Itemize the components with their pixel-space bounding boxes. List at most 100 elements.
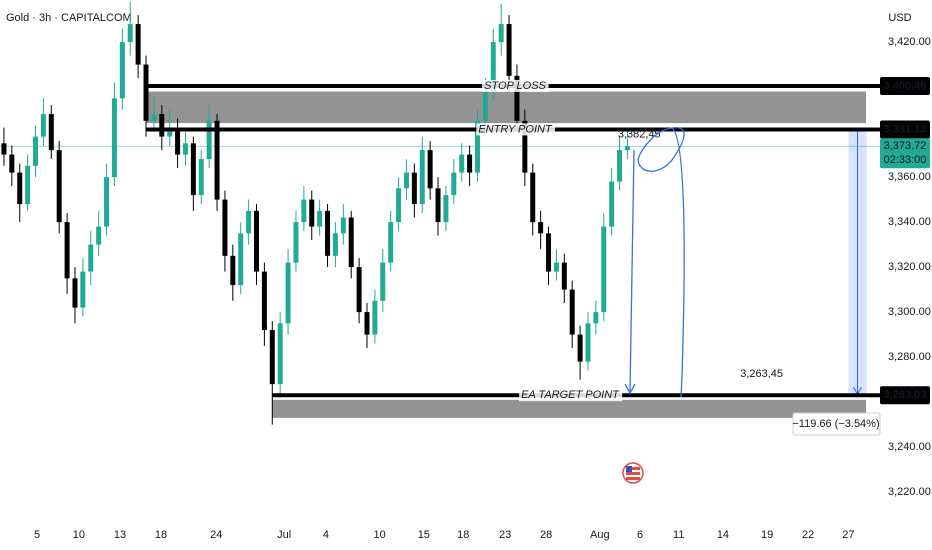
candle-body <box>285 262 291 324</box>
price-tag <box>880 386 930 405</box>
price-tag <box>880 120 930 139</box>
circle-scribble <box>637 127 685 172</box>
zone <box>146 91 866 124</box>
candle-body <box>380 262 386 301</box>
x-tick-label: 13 <box>114 529 126 541</box>
x-tick-label: 15 <box>418 529 430 541</box>
candle-body <box>498 24 504 43</box>
x-tick-label: 24 <box>210 529 222 541</box>
candle-body <box>1 143 7 155</box>
candle-body <box>577 334 583 362</box>
candle-body <box>206 120 212 160</box>
candle-body <box>459 154 465 173</box>
candle-body <box>561 262 567 290</box>
candle-body <box>175 127 181 155</box>
arrow-line <box>629 149 635 393</box>
x-tick-label: 4 <box>323 529 329 541</box>
annotation: 3,382,45 <box>618 128 661 140</box>
current-price-label: 3,373.72 <box>884 140 927 152</box>
level-name-bg <box>482 79 549 92</box>
candle-body <box>624 146 630 151</box>
candle-body <box>80 271 86 308</box>
candle-body <box>111 98 117 178</box>
candle-body <box>96 226 102 245</box>
y-tick-label: 3,360.00 <box>888 171 931 183</box>
price-tag-label: 3,400.46 <box>884 80 927 92</box>
candle-body <box>435 188 441 223</box>
candle-body <box>119 42 125 99</box>
candle-body <box>617 150 623 182</box>
x-tick-label: 19 <box>761 529 773 541</box>
curve-scribble <box>671 127 685 398</box>
arrow-head <box>624 383 636 395</box>
candle-body <box>506 24 512 76</box>
candle-body <box>48 114 54 151</box>
candle-body <box>238 233 244 286</box>
level-name-bg <box>476 123 555 136</box>
candle-body <box>40 114 46 137</box>
x-tick-label: 18 <box>155 529 167 541</box>
candle-body <box>246 210 252 234</box>
candle-body <box>277 323 283 385</box>
candle-body <box>451 172 457 196</box>
candle-body <box>167 127 173 137</box>
level-name: STOP LOSS <box>484 80 546 92</box>
x-tick-label: 11 <box>673 529 684 541</box>
x-tick-label: 10 <box>73 529 85 541</box>
x-tick-label: 14 <box>717 529 729 541</box>
candle-body <box>64 222 70 279</box>
x-tick-label: 18 <box>457 529 469 541</box>
candle-body <box>474 120 480 173</box>
level-name: ENTRY POINT <box>478 123 553 135</box>
candle-body <box>467 154 473 173</box>
candle-body <box>490 42 496 92</box>
candle-body <box>301 199 307 223</box>
price-tag-label: 3,263.03 <box>884 389 927 401</box>
candle-body <box>372 300 378 335</box>
measure-label: −119.66 (−3.54%) <box>792 418 879 430</box>
candle-body <box>135 24 141 65</box>
countdown-label: 02:33:00 <box>884 154 927 166</box>
candle-body <box>72 278 78 308</box>
candle-body <box>293 222 299 263</box>
candle-body <box>88 244 94 272</box>
x-tick-label: 22 <box>802 529 814 541</box>
candle-body <box>419 150 425 205</box>
candle-body <box>56 150 62 223</box>
candle-body <box>593 312 599 324</box>
x-tick-label: 28 <box>540 529 552 541</box>
candle-body <box>9 154 15 173</box>
measure-label-box <box>792 412 881 436</box>
price-tag <box>880 77 930 96</box>
candle-body <box>443 195 449 223</box>
candle-body <box>309 199 315 227</box>
candle-body <box>601 226 607 313</box>
candle-body <box>33 136 39 166</box>
x-tick-label: 27 <box>842 529 854 541</box>
level-name-bg <box>519 389 623 402</box>
candle-body <box>127 24 133 43</box>
candle-body <box>190 143 196 196</box>
zone <box>272 399 866 418</box>
flag-icon[interactable] <box>622 462 644 484</box>
candle-body <box>269 330 275 385</box>
candle-body <box>427 150 433 189</box>
annotation: 3,263,45 <box>740 368 783 380</box>
candle-body <box>530 172 536 223</box>
y-tick-label: 3,340.00 <box>888 216 931 228</box>
currency-label[interactable]: USD <box>888 12 911 24</box>
candle-body <box>585 323 591 362</box>
y-tick-label: 3,420.00 <box>888 36 931 48</box>
candle-body <box>17 172 23 205</box>
x-tick-label: 5 <box>34 529 40 541</box>
price-tag-label: 3,381.13 <box>884 123 927 135</box>
y-tick-label: 3,280.00 <box>888 351 931 363</box>
candle-body <box>522 120 528 173</box>
candle-body <box>254 210 260 272</box>
candle-body <box>198 159 204 196</box>
candle-body <box>388 222 394 263</box>
x-tick-label: Jul <box>277 529 291 541</box>
candle-body <box>317 210 323 227</box>
